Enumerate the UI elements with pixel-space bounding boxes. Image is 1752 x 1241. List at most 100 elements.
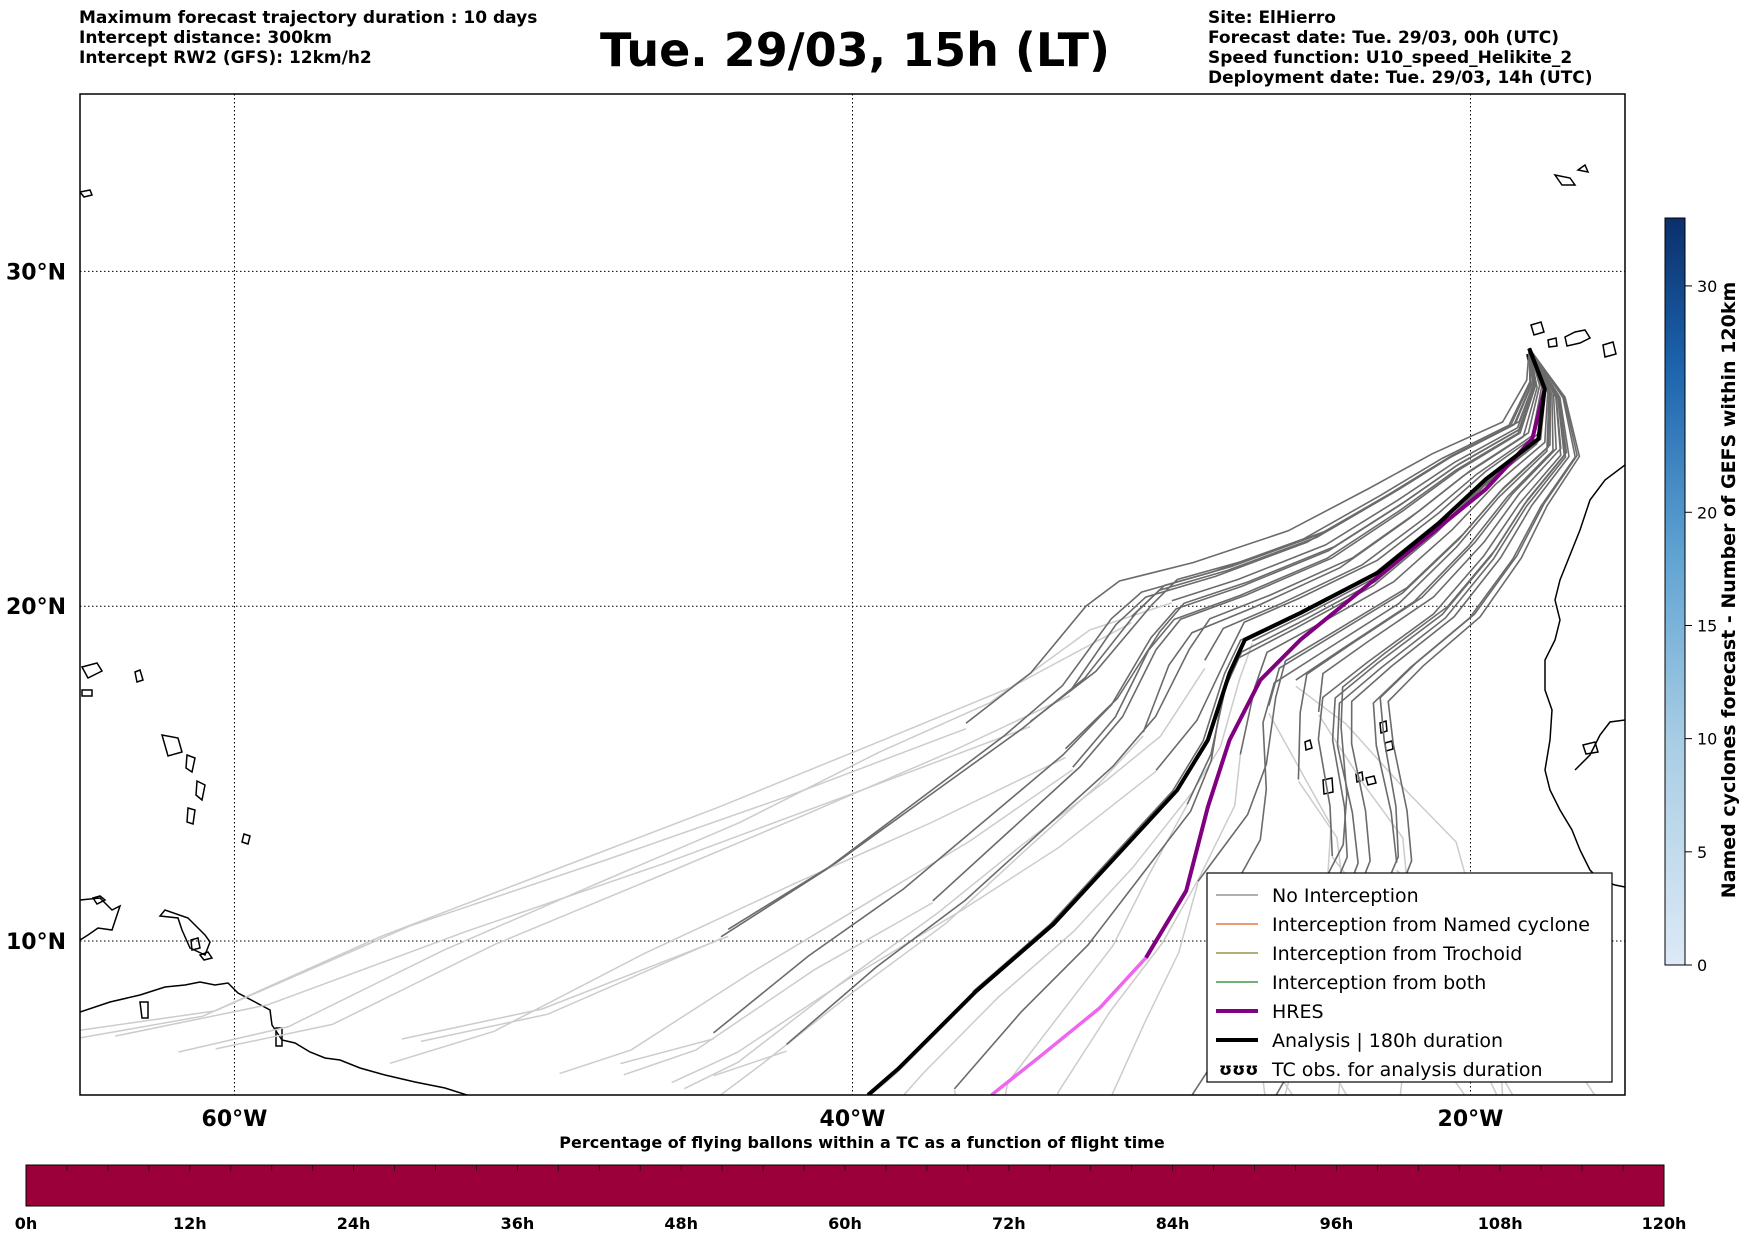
ensemble-trajectory-tail (1111, 882, 1199, 1095)
coastline-island (1576, 163, 1590, 174)
coastline-island (1530, 321, 1545, 336)
coastline-island (139, 1001, 149, 1019)
colorbar-right-bar (1664, 217, 1686, 966)
ensemble-trajectory (1295, 348, 1554, 681)
coastline-island (198, 951, 214, 961)
ensemble-trajectory (1171, 348, 1536, 602)
map-content (80, 163, 1625, 1166)
coastline-island (1582, 741, 1599, 755)
ensemble-trajectory-tail (80, 727, 967, 1032)
ensemble-trajectory (1372, 347, 1577, 863)
ensemble-trajectory-tail (401, 935, 729, 1040)
ensemble-trajectory-tail (902, 643, 1254, 1095)
coastline-island (80, 662, 104, 679)
lon-tick-label: 20°W (1438, 1107, 1504, 1132)
ensemble-trajectory-tail (1056, 754, 1242, 1095)
colorbar-bottom-tick-label: 108h (1478, 1214, 1523, 1233)
coastline-island (241, 833, 251, 845)
legend-label: Interception from both (1272, 972, 1486, 994)
header-left-line: Intercept RW2 (GFS): 12km/h2 (79, 48, 372, 68)
header-right-line: Speed function: U10_speed_Helikite_2 (1208, 48, 1573, 68)
ensemble-trajectory (1317, 348, 1562, 857)
colorbar-right-tick-label: 5 (1697, 843, 1707, 862)
ensemble-trajectory-tail (559, 768, 1074, 1075)
colorbar-right-tick-label: 10 (1697, 730, 1717, 749)
ensemble-trajectory (1239, 348, 1549, 755)
ensemble-trajectory (1197, 348, 1552, 882)
coastline-island (80, 189, 94, 198)
ensemble-trajectory-tail (683, 667, 1206, 1090)
coastline-island (160, 734, 183, 757)
header-right: Site: ElHierro Forecast date: Tue. 29/03… (1208, 8, 1593, 88)
ensemble-trajectory (1332, 347, 1567, 931)
map-frame (79, 93, 1626, 1096)
ensemble-trajectory-tail (1275, 1069, 1294, 1095)
colorbar-bottom-tick-label: 72h (992, 1214, 1026, 1233)
colorbar-bottom-tick-label: 48h (664, 1214, 698, 1233)
colorbar-bottom-tick-label: 120h (1642, 1214, 1687, 1233)
colorbar-bottom-title: Percentage of flying ballons within a TC… (559, 1133, 1165, 1152)
colorbar-bottom-tick-label: 60h (828, 1214, 862, 1233)
ensemble-trajectory-tail (1254, 1136, 1340, 1166)
page-title: Tue. 29/03, 15h (LT) (600, 23, 1110, 77)
ensemble-trajectory-tail (1004, 804, 1188, 1095)
ensemble-trajectory-tail (1174, 1129, 1239, 1153)
legend-box (1206, 872, 1613, 1083)
hres-trajectory-tail (990, 889, 1188, 1095)
lat-tick-label: 20°N (6, 595, 66, 620)
legend-label: Interception from Named cyclone (1272, 914, 1590, 936)
coastline-island (1304, 738, 1313, 752)
ensemble-trajectory-tail (389, 756, 1066, 1065)
legend-label: TC obs. for analysis duration (1271, 1059, 1543, 1081)
coastline-island (1547, 337, 1558, 348)
coastline-island (1379, 719, 1388, 735)
colorbar-bottom-tick-label: 12h (173, 1214, 207, 1233)
legend: No Interception Interception from Named c… (1206, 872, 1613, 1083)
colorbar-bottom: Percentage of flying ballons within a TC… (15, 1133, 1687, 1233)
ensemble-trajectory-tail (115, 725, 1031, 1037)
colorbar-right-tick-label: 30 (1697, 277, 1717, 296)
lat-tick-label: 10°N (6, 930, 66, 955)
ensemble-trajectory (786, 348, 1541, 1046)
coastline-island (275, 1027, 283, 1047)
coastline-island (1553, 173, 1577, 186)
colorbar-bottom-tick-label: 0h (15, 1214, 38, 1233)
header-right-line: Site: ElHierro (1208, 8, 1336, 28)
colorbar-bottom-tick-label: 96h (1320, 1214, 1354, 1233)
ensemble-trajectory (1142, 348, 1538, 733)
header-left-line: Maximum forecast trajectory duration : 1… (79, 8, 538, 28)
ensemble-trajectory-tail (215, 695, 1071, 1050)
graticule (80, 94, 1625, 1095)
ensemble-trajectory (1297, 348, 1558, 780)
coastline-africa (1574, 719, 1625, 771)
coastline-island (186, 807, 196, 825)
ensemble-trajectory (712, 348, 1536, 1034)
ensemble-trajectory (932, 348, 1537, 902)
colorbar-right-tick-label: 0 (1697, 956, 1707, 975)
coastline-island (195, 779, 206, 802)
ensemble-trajectory (965, 348, 1530, 724)
header-left: Maximum forecast trajectory duration : 1… (79, 8, 537, 68)
ensemble-trajectory-tail (713, 1050, 787, 1077)
ensemble-trajectory-tail (620, 1038, 714, 1065)
coastline-island (1322, 777, 1334, 795)
ensemble-trajectory-tail (420, 937, 722, 1043)
analysis-trajectory (866, 347, 1547, 1095)
ensemble-trajectory (1204, 348, 1543, 661)
ensemble-trajectory-tail (719, 735, 1144, 1095)
ensemble-trajectory-tail (671, 770, 1157, 1084)
legend-label: No Interception (1272, 885, 1419, 907)
ensemble-trajectory (1384, 347, 1581, 929)
coastline-island (134, 668, 144, 683)
coastline-island (190, 937, 201, 951)
ensemble-trajectory (1072, 348, 1536, 768)
header-right-line: Deployment date: Tue. 29/03, 14h (UTC) (1208, 68, 1593, 88)
tc-obs-icon: ʊʊʊ (1219, 1060, 1258, 1080)
coastline-caribbean (80, 897, 122, 941)
colorbar-right: 0 5 10 15 20 30 Named cyclones forecast - Num… (1664, 217, 1740, 975)
ensemble-trajectory-tail (80, 621, 1132, 1039)
coastline-island (158, 909, 211, 957)
header-right-line: Forecast date: Tue. 29/03, 00h (UTC) (1208, 28, 1559, 48)
ensemble-trajectory (1186, 348, 1546, 805)
